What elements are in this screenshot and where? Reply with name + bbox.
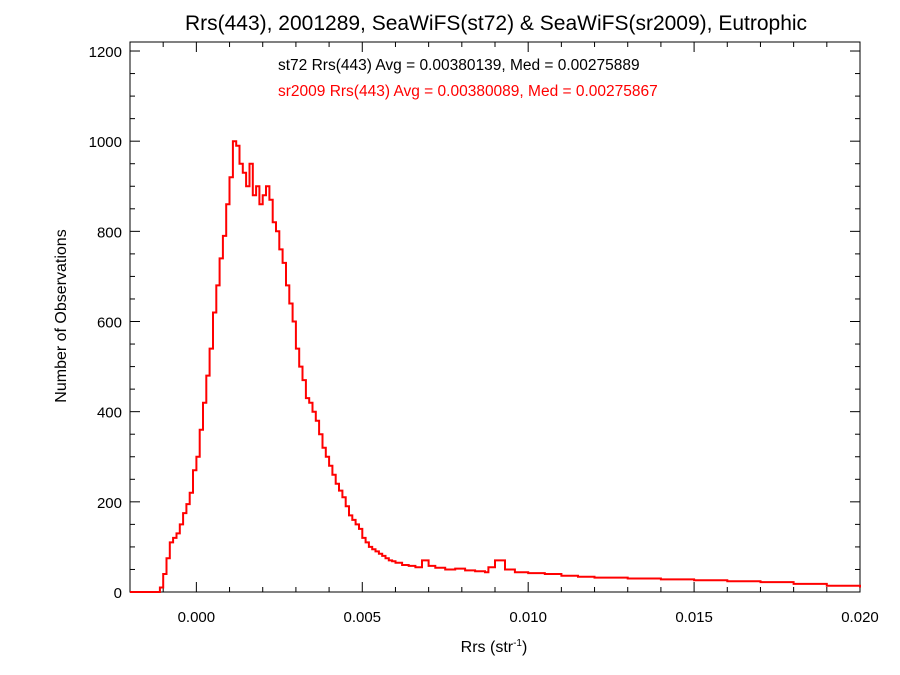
stat-annotation: st72 Rrs(443) Avg = 0.00380139, Med = 0.…: [278, 57, 640, 74]
y-tick-label: 800: [97, 224, 122, 241]
y-tick-label: 200: [97, 495, 122, 512]
x-axis-label-exponent: -1: [513, 638, 522, 649]
y-tick-label: 1200: [89, 44, 122, 61]
x-tick-label: 0.005: [343, 609, 381, 626]
x-tick-label: 0.015: [675, 609, 713, 626]
y-tick-label: 0: [114, 585, 122, 602]
x-axis-label-close: ): [522, 639, 527, 656]
stat-annotation: sr2009 Rrs(443) Avg = 0.00380089, Med = …: [278, 83, 658, 100]
chart-title: Rrs(443), 2001289, SeaWiFS(st72) & SeaWi…: [185, 12, 807, 35]
x-tick-label: 0.010: [509, 609, 547, 626]
annotations: st72 Rrs(443) Avg = 0.00380139, Med = 0.…: [278, 57, 658, 100]
y-tick-label: 400: [97, 405, 122, 422]
x-tick-label: 0.000: [178, 609, 216, 626]
plot-frame: [129, 41, 861, 593]
y-axis-ticks: 0 200 400 600 800 1000 1200: [89, 44, 860, 602]
histogram-series-0: [130, 140, 861, 593]
x-tick-label: 0.020: [841, 609, 879, 626]
series-layer: [130, 140, 861, 593]
y-tick-label: 1000: [89, 134, 122, 151]
plot-axes: [129, 41, 861, 593]
y-tick-label: 600: [97, 315, 122, 332]
x-axis-label-main: Rrs (str: [461, 639, 514, 656]
x-axis-label: Rrs (str-1): [461, 638, 528, 656]
y-axis-label: Number of Observations: [53, 229, 70, 402]
x-axis-ticks: 0.000 0.005 0.010 0.015 0.020: [129, 42, 879, 626]
